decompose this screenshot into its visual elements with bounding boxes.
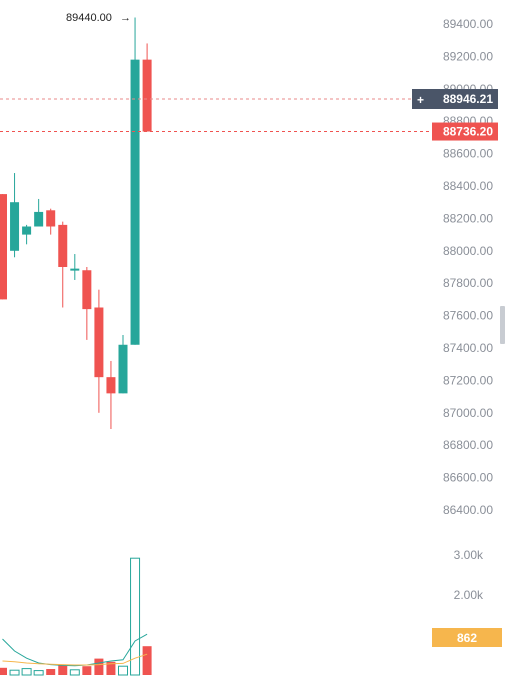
peak-price-label: 89440.00 [66, 12, 112, 24]
price-tick-label: 87400.00 [443, 341, 493, 355]
price-lines [0, 98, 430, 133]
candle-body [10, 202, 20, 251]
volume-bar [33, 670, 44, 676]
candle-body [94, 307, 104, 378]
volume-bar [106, 661, 116, 675]
crosshair-badge[interactable]: + 88946.21 [412, 89, 498, 109]
volume-bar [142, 646, 152, 675]
candle-body [130, 59, 140, 345]
volume-badge: 862 [432, 628, 502, 647]
last-price-badge: 88736.20 [432, 122, 498, 141]
volume-axis: 3.00k 2.00k [454, 548, 484, 602]
volume-bar [46, 669, 56, 675]
candle-body [106, 377, 116, 394]
price-tick-label: 89200.00 [443, 49, 493, 63]
volume-bar [21, 668, 32, 676]
volume-bar [0, 667, 7, 675]
candle-body [0, 194, 7, 300]
candle [34, 198, 44, 227]
candle [118, 335, 128, 394]
crosshair-price-label: 88946.21 [443, 92, 493, 106]
volume-bar [130, 557, 141, 676]
price-tick-label: 87800.00 [443, 276, 493, 290]
price-tick-label: 87600.00 [443, 309, 493, 323]
plus-icon[interactable]: + [417, 93, 424, 107]
candles-layer [0, 17, 152, 429]
volume-ma-layer [2, 633, 148, 667]
candle [0, 194, 7, 300]
candle [46, 208, 56, 235]
volume-badge-label: 862 [457, 631, 477, 645]
crosshair-price-badge-bg [412, 89, 498, 109]
price-tick-label: 86800.00 [443, 438, 493, 452]
volume-ma-2-line [2, 653, 148, 666]
scale-drag-handle[interactable] [500, 306, 505, 344]
price-tick-label: 88200.00 [443, 211, 493, 225]
arrow-right-icon: → [120, 12, 131, 24]
price-tick-label: 88000.00 [443, 244, 493, 258]
candle [130, 17, 140, 345]
candle [106, 360, 116, 429]
price-tick-label: 87000.00 [443, 406, 493, 420]
volume-bar [118, 665, 128, 676]
volume-bar [58, 664, 68, 675]
volume-bar [69, 669, 80, 676]
peak-marker: 89440.00 → [66, 12, 131, 24]
price-tick-label: 89400.00 [443, 17, 493, 31]
price-tick-label: 88600.00 [443, 147, 493, 161]
candle-body [58, 224, 68, 267]
candle-body [22, 226, 32, 235]
candle [70, 254, 80, 280]
volume-bar [82, 666, 92, 675]
candle [142, 43, 152, 132]
volume-ma-1-line [2, 633, 148, 667]
price-tick-label: 86600.00 [443, 471, 493, 485]
last-price-label: 88736.20 [443, 125, 493, 139]
volume-badge-bg [432, 628, 502, 647]
price-tick-label: 88400.00 [443, 179, 493, 193]
candle-body [46, 210, 56, 227]
candle-body [142, 59, 152, 132]
candle [82, 267, 92, 340]
candle [58, 221, 68, 308]
volume-tick-label: 3.00k [454, 548, 484, 562]
candle [10, 173, 20, 258]
candle [22, 224, 32, 245]
candle-body [34, 211, 44, 227]
volume-tick-label: 2.00k [454, 588, 484, 602]
last-price-badge-bg [432, 122, 498, 141]
price-tick-label: 87200.00 [443, 373, 493, 387]
candle-body [70, 268, 80, 271]
volume-bar [9, 669, 20, 676]
price-tick-label: 86400.00 [443, 503, 493, 517]
volume-bar [94, 658, 104, 675]
candle [94, 289, 104, 413]
candle-body [82, 270, 92, 310]
candle-body [118, 344, 128, 394]
volume-layer [0, 557, 152, 676]
